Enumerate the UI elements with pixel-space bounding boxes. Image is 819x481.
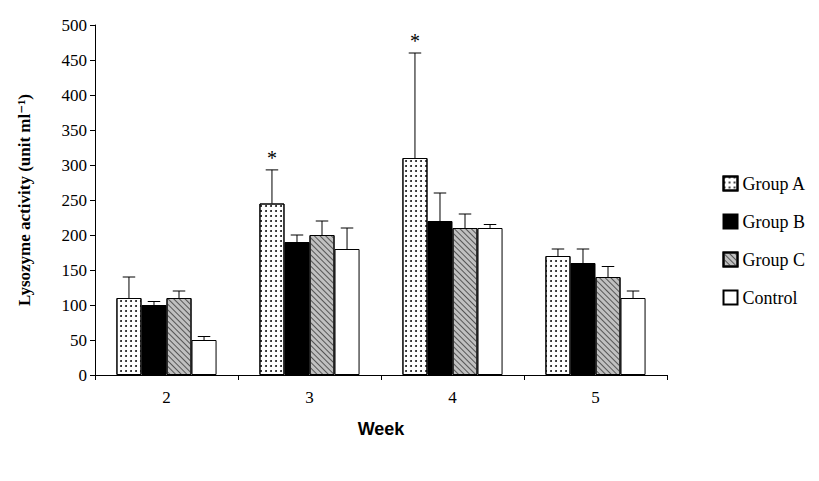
svg-text:250: 250 (62, 191, 88, 210)
svg-text:Group A: Group A (743, 174, 806, 194)
svg-text:0: 0 (79, 366, 88, 385)
svg-text:*: * (410, 30, 420, 52)
svg-text:5: 5 (591, 388, 600, 407)
svg-text:Group C: Group C (743, 250, 806, 270)
svg-text:200: 200 (62, 226, 88, 245)
svg-text:Control: Control (743, 288, 798, 308)
svg-text:Group B: Group B (743, 212, 806, 232)
svg-text:450: 450 (62, 51, 88, 70)
svg-text:350: 350 (62, 121, 88, 140)
svg-text:100: 100 (62, 296, 88, 315)
svg-text:3: 3 (305, 388, 314, 407)
svg-text:500: 500 (62, 16, 88, 35)
svg-text:50: 50 (70, 331, 87, 350)
svg-text:2: 2 (162, 388, 171, 407)
svg-text:*: * (267, 147, 277, 169)
svg-text:Week: Week (358, 419, 406, 439)
svg-text:4: 4 (448, 388, 457, 407)
svg-text:150: 150 (62, 261, 88, 280)
svg-text:Lysozyme activity (unit ml⁻¹): Lysozyme activity (unit ml⁻¹) (15, 94, 34, 306)
svg-text:300: 300 (62, 156, 88, 175)
svg-text:400: 400 (62, 86, 88, 105)
